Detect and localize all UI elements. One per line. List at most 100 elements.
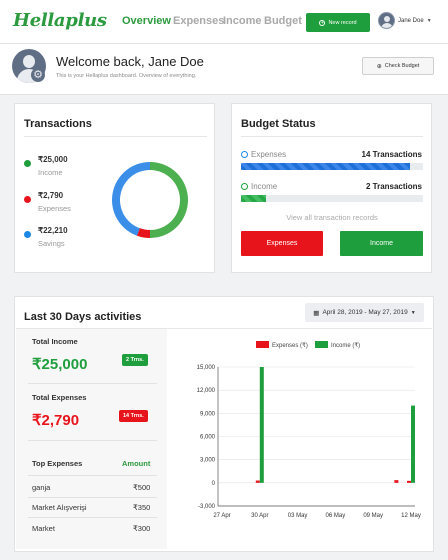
y-tick-label: 6,000 xyxy=(200,435,216,441)
donut-slice-savings[interactable] xyxy=(112,162,150,236)
income-trns-badge: 2 Trns. xyxy=(122,354,148,366)
x-tick-label: 06 May xyxy=(326,513,346,519)
budget-income-text: Income xyxy=(251,182,278,191)
check-budget-label: Check Budget xyxy=(384,63,420,69)
expenses-dot-icon xyxy=(24,196,31,203)
budget-expenses-count: 14 Transactions xyxy=(361,150,422,159)
welcome-header: ⚙ Welcome back, Jane Doe This is your He… xyxy=(0,44,448,95)
activities-bar-chart: Expenses (₹) Income (₹) 15,000 12,000 9,000 6… xyxy=(197,341,421,519)
circle-icon xyxy=(241,151,248,158)
amount-header: Amount xyxy=(122,459,151,468)
donut-slice-expenses[interactable] xyxy=(136,228,150,238)
top-expense-name: Market xyxy=(32,524,55,533)
activities-title: Last 30 Days activities xyxy=(24,311,142,323)
income-label: Income xyxy=(38,168,63,177)
page-subtitle: This is your Hellaplus dashboard. Overvi… xyxy=(56,73,197,79)
divider xyxy=(28,475,157,476)
y-tick-label: 15,000 xyxy=(197,365,216,371)
nav-overview[interactable]: Overview xyxy=(122,15,171,27)
income-button[interactable]: Income xyxy=(340,231,423,256)
budget-income-count: 2 Transactions xyxy=(365,182,422,191)
bar-expenses[interactable] xyxy=(394,480,399,483)
top-expense-name: Market Alışverişi xyxy=(32,503,87,512)
new-record-button[interactable]: + New record xyxy=(306,13,370,32)
savings-dot-icon xyxy=(24,231,31,238)
budget-expenses-label: Expenses xyxy=(241,150,286,159)
top-expense-amount: ₹500 xyxy=(133,483,151,492)
top-navbar: Hellaplus Overview Expenses Income Budge… xyxy=(0,0,448,44)
new-record-label: New record xyxy=(328,19,357,26)
income-amount: ₹25,000 xyxy=(38,155,68,164)
budget-income-label: Income xyxy=(241,182,277,191)
date-range-label: April 28, 2019 - May 27, 2019 xyxy=(322,309,408,316)
nav-income[interactable]: Income xyxy=(223,15,262,27)
total-expenses-value: ₹2,790 xyxy=(32,412,80,429)
divider xyxy=(28,497,157,498)
top-expense-name: ganja xyxy=(32,483,51,492)
view-all-link[interactable]: View all transaction records xyxy=(286,213,378,222)
income-progress-fill xyxy=(241,195,267,202)
transactions-donut-chart xyxy=(112,162,188,238)
legend-swatch[interactable] xyxy=(256,341,269,348)
divider xyxy=(24,136,207,137)
chevron-down-icon: ▼ xyxy=(426,17,432,24)
total-income-value: ₹25,000 xyxy=(32,356,88,373)
top-expenses-header: Top Expenses xyxy=(32,459,83,468)
x-tick-label: 03 May xyxy=(288,513,308,519)
income-dot-icon xyxy=(24,160,31,167)
x-tick-label: 12 May xyxy=(401,513,421,519)
expenses-label: Expenses xyxy=(38,204,71,213)
donut-slice-income[interactable] xyxy=(150,162,188,238)
expenses-progress-bar xyxy=(241,163,423,170)
chevron-down-icon: ▼ xyxy=(410,309,416,316)
expenses-progress-fill xyxy=(241,163,411,170)
total-income-label: Total Income xyxy=(32,337,78,346)
calendar-icon: ▦ xyxy=(313,309,320,317)
circle-icon xyxy=(241,183,248,190)
check-budget-button[interactable]: ⊕ Check Budget xyxy=(362,57,434,75)
divider xyxy=(28,517,157,518)
expenses-button[interactable]: Expenses xyxy=(241,231,323,256)
divider xyxy=(28,383,157,384)
avatar xyxy=(378,12,395,29)
x-tick-label: 30 Apr xyxy=(251,513,268,519)
legend-label: Income (₹) xyxy=(331,342,360,349)
divider xyxy=(241,136,423,137)
legend-swatch[interactable] xyxy=(315,341,328,348)
legend-label: Expenses (₹) xyxy=(272,342,308,349)
budget-expenses-text: Expenses xyxy=(251,150,287,159)
add-circle-icon: ⊕ xyxy=(376,63,382,70)
y-tick-label: 12,000 xyxy=(197,388,216,394)
page-title: Welcome back, Jane Doe xyxy=(56,54,204,69)
expenses-amount: ₹2,790 xyxy=(38,191,64,200)
x-tick-label: 09 May xyxy=(363,513,383,519)
budget-title: Budget Status xyxy=(241,118,316,130)
transactions-title: Transactions xyxy=(24,118,92,130)
user-menu[interactable]: Jane Doe ▼ xyxy=(378,12,432,29)
y-tick-label: 3,000 xyxy=(200,458,216,464)
expenses-trns-badge: 14 Trns. xyxy=(119,410,148,422)
divider xyxy=(28,440,157,441)
brand-logo[interactable]: Hellaplus xyxy=(13,10,107,31)
y-tick-label: -3,000 xyxy=(198,504,216,510)
savings-amount: ₹22,210 xyxy=(38,226,68,235)
bar-income[interactable] xyxy=(259,367,264,483)
bar-expenses[interactable] xyxy=(407,480,411,483)
date-range-picker[interactable]: ▦ April 28, 2019 - May 27, 2019 ▼ xyxy=(305,303,424,322)
gear-icon[interactable]: ⚙ xyxy=(31,68,45,82)
nav-budget[interactable]: Budget xyxy=(264,15,302,27)
bar-expenses[interactable] xyxy=(255,480,260,483)
user-name: Jane Doe xyxy=(398,17,424,24)
total-expenses-label: Total Expenses xyxy=(32,393,87,402)
y-tick-label: 9,000 xyxy=(200,411,216,417)
plus-circle-icon: + xyxy=(319,19,326,26)
top-expense-amount: ₹300 xyxy=(133,524,151,533)
x-tick-label: 27 Apr xyxy=(213,513,230,519)
bar-income[interactable] xyxy=(411,405,415,483)
y-tick-label: 0 xyxy=(212,481,216,487)
top-expense-amount: ₹350 xyxy=(133,503,151,512)
nav-expenses[interactable]: Expenses xyxy=(173,15,225,27)
divider xyxy=(16,328,432,329)
savings-label: Savings xyxy=(38,239,65,248)
income-progress-bar xyxy=(241,195,423,202)
